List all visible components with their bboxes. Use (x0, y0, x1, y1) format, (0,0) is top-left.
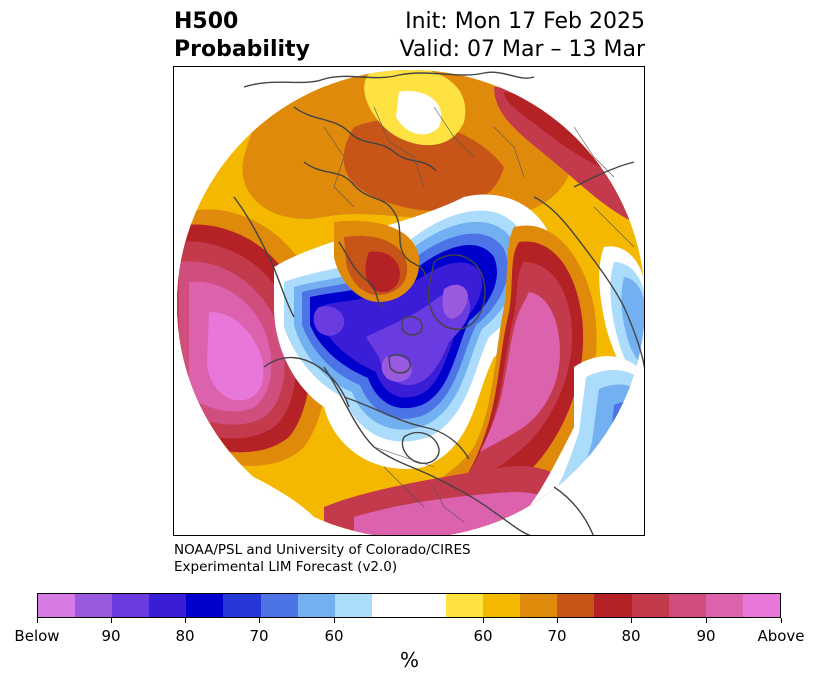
colorbar-segment (149, 594, 187, 617)
title-variable: H500 (174, 9, 239, 34)
colorbar-segment (520, 594, 558, 617)
tick-mark (37, 618, 38, 623)
tick-label: 80 (621, 627, 641, 645)
map-title: H500 Probability (174, 8, 310, 64)
colorbar-segment (223, 594, 261, 617)
colorbar-segment (742, 594, 780, 617)
init-date: Init: Mon 17 Feb 2025 (405, 9, 645, 34)
tick-mark (111, 618, 112, 623)
colorbar-segment (371, 594, 447, 617)
colorbar-segment (75, 594, 113, 617)
colorbar-segment (594, 594, 632, 617)
probability-field (177, 70, 644, 535)
tick-mark (706, 618, 707, 623)
tick-label: 60 (473, 627, 493, 645)
credit-text: NOAA/PSL and University of Colorado/CIRE… (174, 542, 471, 576)
tick-mark (334, 618, 335, 623)
colorbar-segment (557, 594, 595, 617)
colorbar (37, 593, 781, 618)
colorbar-segment (334, 594, 372, 617)
political-boundaries (323, 106, 635, 523)
colorbar-segment (446, 594, 484, 617)
tick-mark (557, 618, 558, 623)
colorbar-segment (631, 594, 669, 617)
tick-mark (631, 618, 632, 623)
colorbar-segment (483, 594, 521, 617)
tick-label: 80 (175, 627, 195, 645)
credit-line-2: Experimental LIM Forecast (v2.0) (174, 559, 398, 575)
valid-date: Valid: 07 Mar – 13 Mar (399, 37, 645, 62)
colorbar-segment (705, 594, 743, 617)
probability-map (173, 66, 645, 536)
tick-label: 60 (324, 627, 344, 645)
colorbar-ticks: Below 90 80 70 60 60 70 80 90 Above (0, 618, 819, 648)
colorbar-unit: % (399, 648, 419, 672)
tick-mark (185, 618, 186, 623)
tick-mark (781, 618, 782, 623)
polar-map-graphic (177, 70, 644, 535)
colorbar-segment (112, 594, 150, 617)
tick-label: 70 (249, 627, 269, 645)
tick-label: 90 (696, 627, 716, 645)
colorbar-segment (297, 594, 335, 617)
tick-mark (483, 618, 484, 623)
coastlines (233, 71, 644, 535)
colorbar-segment (260, 594, 298, 617)
colorbar-segment (38, 594, 76, 617)
colorbar-segment (668, 594, 706, 617)
title-product: Probability (174, 37, 310, 62)
tick-mark (259, 618, 260, 623)
tick-label: Below (14, 627, 60, 645)
forecast-dates: Init: Mon 17 Feb 2025 Valid: 07 Mar – 13… (400, 8, 645, 64)
colorbar-segment (186, 594, 224, 617)
tick-label: 90 (101, 627, 121, 645)
tick-label: 70 (547, 627, 567, 645)
tick-label: Above (757, 627, 805, 645)
credit-line-1: NOAA/PSL and University of Colorado/CIRE… (174, 542, 471, 558)
